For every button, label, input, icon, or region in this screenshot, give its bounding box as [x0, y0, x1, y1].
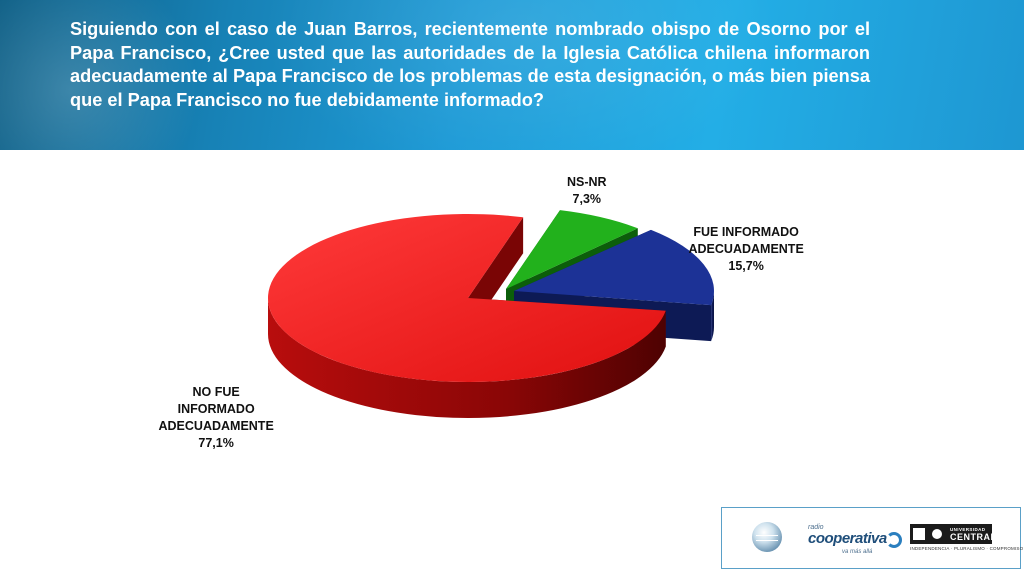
- header-glow: [0, 0, 200, 150]
- survey-question: Siguiendo con el caso de Juan Barros, re…: [70, 19, 870, 110]
- pie-slice-label: FUE INFORMADO ADECUADAMENTE 15,7%: [689, 224, 804, 275]
- pie-slice-label: NS-NR 7,3%: [567, 174, 607, 208]
- slice-no-fue-informado: [268, 214, 666, 418]
- slice-ns-nr-top: [506, 210, 638, 289]
- ucentral-circle-icon: [932, 529, 942, 539]
- slice-no-fue-informado-side: [268, 298, 666, 418]
- pie-slice-label: NO FUE INFORMADO ADECUADAMENTE 77,1%: [159, 384, 274, 452]
- header-glow: [260, 0, 780, 150]
- pie-slice-label-line: FUE INFORMADO: [693, 225, 799, 239]
- header-banner: Siguiendo con el caso de Juan Barros, re…: [0, 0, 1024, 150]
- pie-chart: [268, 210, 714, 418]
- cooperativa-logo-tagline: va más allá: [842, 549, 873, 555]
- slice-fue-informado-top: [514, 229, 714, 306]
- ucentral-square-icon: [913, 528, 925, 540]
- cooperativa-logo: radio cooperativa va más allá: [808, 524, 902, 558]
- cooperativa-logo-name: cooperativa: [808, 530, 887, 547]
- pie-slice-label-line: NS-NR: [567, 175, 607, 189]
- pie-slice-value-label: 7,3%: [572, 192, 602, 206]
- footer-logos: radio cooperativa va más allá UNIVERSIDA…: [721, 507, 1023, 569]
- ucentral-logo-block: UNIVERSIDAD CENTRAL: [910, 524, 996, 544]
- slice-fue-informado-side: [711, 291, 714, 342]
- pie-slice-label-line: ADECUADAMENTE: [158, 419, 274, 433]
- slice-no-fue-informado-top: [268, 214, 666, 383]
- pie-slice-value-label: 15,7%: [728, 259, 764, 273]
- pie-slice-value-label: 77,1%: [198, 436, 234, 450]
- globe-logo-icon: [752, 522, 782, 552]
- pie-slices: [268, 210, 714, 418]
- ucentral-logo-small: UNIVERSIDAD: [950, 527, 986, 532]
- universidad-central-logo: UNIVERSIDAD CENTRAL INDEPENDENCIA · PLUR…: [910, 522, 1023, 556]
- pie-slice-label-line: NO FUE: [192, 385, 240, 399]
- pie-slice-label-line: INFORMADO: [177, 402, 255, 416]
- ucentral-logo-name: CENTRAL: [950, 532, 997, 542]
- pie-slice-label-line: ADECUADAMENTE: [688, 242, 804, 256]
- ucentral-motto: INDEPENDENCIA · PLURALISMO · COMPROMISO: [910, 546, 1024, 551]
- cooperativa-logo-small: radio: [808, 524, 824, 531]
- cooperativa-swirl-icon: [886, 532, 902, 548]
